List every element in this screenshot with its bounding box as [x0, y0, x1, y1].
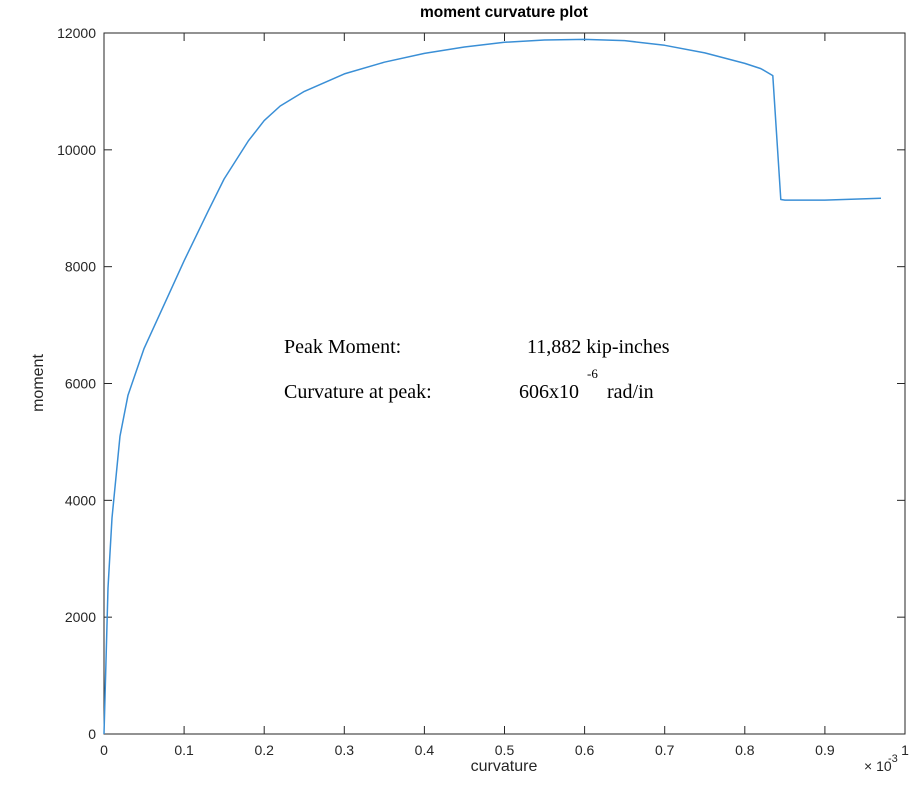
- x-tick-label: 0.3: [335, 742, 355, 758]
- x-exponent-base: × 10: [864, 758, 892, 774]
- peak-moment-label: Peak Moment:: [284, 336, 401, 358]
- x-tick-label: 0.4: [415, 742, 435, 758]
- y-tick-label: 4000: [65, 492, 96, 508]
- y-tick-label: 8000: [65, 259, 96, 275]
- x-tick-label: 0.6: [575, 742, 595, 758]
- y-tick-label: 10000: [57, 142, 96, 158]
- y-tick-label: 12000: [57, 25, 96, 41]
- plot-area-frame: [103, 32, 906, 735]
- x-axis-label: curvature: [471, 758, 538, 775]
- peak-moment-value: 11,882 kip-inches: [527, 336, 670, 358]
- x-tick-label: 0.2: [254, 742, 274, 758]
- x-axis-ticks: 0 0.1 0.2 0.3 0.4 0.5 0.6 0.7 0.8 0.9 1: [100, 33, 909, 758]
- y-tick-label: 2000: [65, 609, 96, 625]
- x-tick-label: 0: [100, 742, 108, 758]
- curvature-at-peak-unit: rad/in: [607, 381, 654, 403]
- chart-title: moment curvature plot: [420, 4, 588, 21]
- x-tick-label: 0.7: [655, 742, 675, 758]
- curvature-at-peak-exponent: -6: [587, 366, 598, 381]
- x-exponent-power: -3: [888, 753, 898, 765]
- x-tick-label: 1: [901, 742, 909, 758]
- curvature-at-peak-label: Curvature at peak:: [284, 381, 432, 403]
- peak-annotation: Peak Moment: 11,882 kip-inches Curvature…: [284, 336, 670, 403]
- curvature-at-peak-base: 606x10: [519, 381, 579, 403]
- y-tick-label: 6000: [65, 376, 96, 392]
- x-tick-label: 0.1: [174, 742, 194, 758]
- y-tick-label: 0: [88, 726, 96, 742]
- y-axis-ticks: 0 2000 4000 6000 8000 10000 12000: [57, 25, 905, 742]
- x-tick-label: 0.9: [815, 742, 835, 758]
- x-tick-label: 0.5: [495, 742, 515, 758]
- y-axis-label: moment: [30, 354, 47, 412]
- moment-curvature-line: [103, 38, 882, 735]
- x-exponent-label: × 10 -3: [864, 753, 898, 774]
- x-tick-label: 0.8: [735, 742, 755, 758]
